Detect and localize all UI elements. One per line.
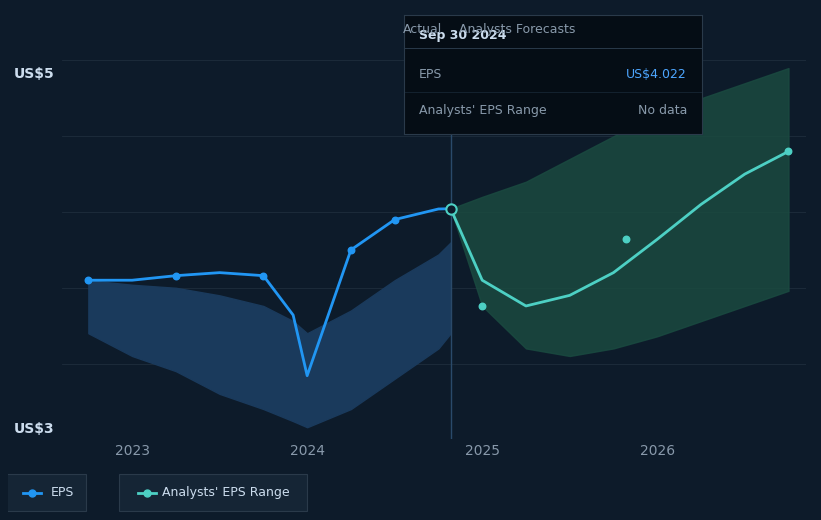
Text: US$5: US$5: [14, 68, 55, 82]
FancyBboxPatch shape: [119, 474, 308, 511]
Point: [619, 235, 632, 243]
Point: [169, 271, 182, 280]
Point: [82, 276, 95, 284]
Text: Actual: Actual: [402, 22, 442, 35]
Point: [475, 302, 488, 310]
Text: Analysts Forecasts: Analysts Forecasts: [460, 22, 576, 35]
Point: [25, 489, 39, 497]
Point: [388, 215, 401, 224]
Point: [257, 271, 270, 280]
Point: [344, 246, 357, 254]
Point: [782, 147, 795, 155]
FancyBboxPatch shape: [4, 474, 86, 511]
Point: [444, 204, 457, 213]
Point: [140, 489, 154, 497]
Text: EPS: EPS: [51, 486, 74, 499]
Text: US$3: US$3: [14, 422, 55, 436]
Text: Analysts' EPS Range: Analysts' EPS Range: [162, 486, 289, 499]
